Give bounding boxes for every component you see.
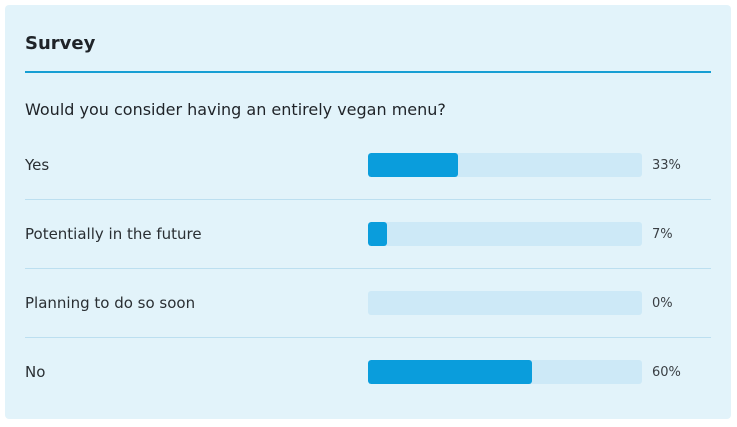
result-bar-fill — [368, 360, 533, 384]
result-bar-track — [368, 222, 642, 246]
option-label: Potentially in the future — [25, 225, 202, 243]
survey-card: Survey Would you consider having an enti… — [5, 5, 731, 419]
result-bar-fill — [368, 222, 388, 246]
option-label: Planning to do so soon — [25, 294, 196, 312]
option-percent: 0% — [652, 296, 673, 311]
option-row-potentially[interactable]: Potentially in the future 7% — [25, 200, 711, 269]
result-bar-track — [368, 291, 642, 315]
option-percent: 7% — [652, 227, 673, 242]
option-label: No — [25, 363, 46, 381]
survey-options: Yes 33% Potentially in the future 7% Pla… — [25, 131, 711, 407]
option-row-no[interactable]: No 60% — [25, 338, 711, 407]
result-bar-fill — [368, 153, 459, 177]
option-row-yes[interactable]: Yes 33% — [25, 131, 711, 200]
result-bar-track — [368, 153, 642, 177]
survey-title: Survey — [25, 33, 96, 54]
option-percent: 33% — [652, 158, 681, 173]
option-row-planning[interactable]: Planning to do so soon 0% — [25, 269, 711, 338]
option-percent: 60% — [652, 365, 681, 380]
survey-question: Would you consider having an entirely ve… — [25, 100, 446, 119]
result-bar-track — [368, 360, 642, 384]
option-label: Yes — [25, 156, 50, 174]
title-divider — [25, 71, 711, 73]
